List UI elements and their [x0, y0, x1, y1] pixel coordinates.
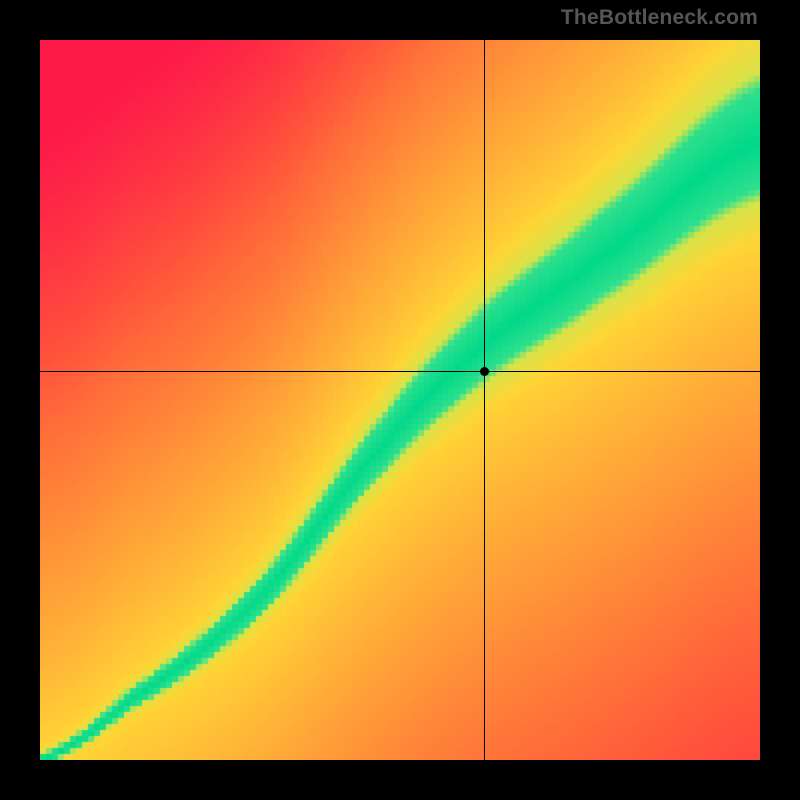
bottleneck-heatmap — [40, 40, 760, 760]
watermark-text: TheBottleneck.com — [561, 6, 758, 30]
chart-root: TheBottleneck.com — [0, 0, 800, 800]
